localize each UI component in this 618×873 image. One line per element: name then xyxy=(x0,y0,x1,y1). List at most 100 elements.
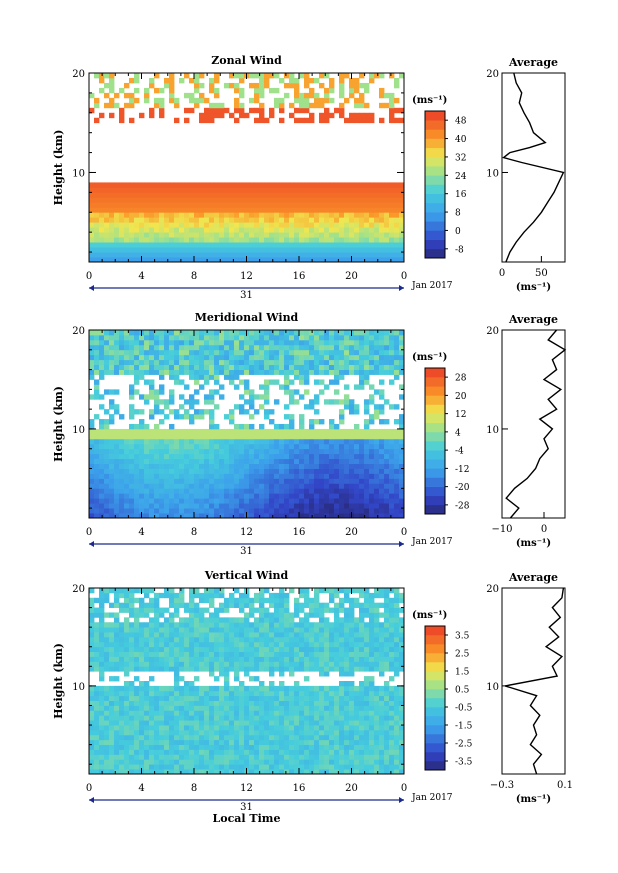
heatmap-cell xyxy=(289,349,295,356)
heatmap-cell xyxy=(139,182,145,188)
heatmap-cell xyxy=(344,247,350,253)
heatmap-cell xyxy=(214,222,220,228)
heatmap-cell xyxy=(194,77,200,84)
heatmap-cell xyxy=(144,394,150,400)
heatmap-cell xyxy=(214,453,220,460)
heatmap-cell xyxy=(134,433,140,440)
heatmap-cell xyxy=(324,513,330,519)
heatmap-cell xyxy=(184,627,190,633)
heatmap-cell xyxy=(164,330,170,336)
heatmap-cell xyxy=(214,202,220,208)
heatmap-cell xyxy=(114,710,120,716)
heatmap-cell xyxy=(164,428,170,435)
heatmap-cell xyxy=(99,617,105,623)
heatmap-cell xyxy=(284,744,290,750)
heatmap-cell xyxy=(399,513,405,519)
heatmap-cell xyxy=(314,503,320,509)
heatmap-cell xyxy=(214,749,220,755)
heatmap-cell xyxy=(194,676,200,682)
heatmap-cell xyxy=(119,493,125,499)
heatmap-cell xyxy=(294,438,300,445)
heatmap-cell xyxy=(159,257,165,263)
heatmap-cell xyxy=(204,364,210,370)
heatmap-cell xyxy=(354,458,360,464)
colorbar-band xyxy=(425,120,445,130)
heatmap-cell xyxy=(99,339,105,346)
heatmap-cell xyxy=(279,242,285,248)
heatmap-cell xyxy=(239,690,245,697)
heatmap-cell xyxy=(224,622,230,628)
heatmap-cell xyxy=(199,232,205,238)
heatmap-cell xyxy=(284,349,290,356)
heatmap-cell xyxy=(359,488,365,494)
heatmap-cell xyxy=(394,330,400,336)
heatmap-cell xyxy=(229,227,235,233)
heatmap-cell xyxy=(164,493,170,499)
heatmap-cell xyxy=(184,705,190,711)
heatmap-cell xyxy=(204,627,210,633)
heatmap-cell xyxy=(364,483,370,489)
heatmap-cell xyxy=(399,428,405,435)
heatmap-cell xyxy=(169,769,175,775)
heatmap-cell xyxy=(99,749,105,755)
heatmap-cell xyxy=(314,187,320,193)
heatmap-cell xyxy=(244,734,250,741)
heatmap-cell xyxy=(264,242,270,248)
heatmap-cell xyxy=(324,197,330,203)
heatmap-cell xyxy=(99,443,105,450)
heatmap-cell xyxy=(384,212,390,218)
heatmap-cell xyxy=(364,473,370,479)
heatmap-cell xyxy=(169,473,175,479)
heatmap-cell xyxy=(174,754,180,760)
heatmap-cell xyxy=(159,409,165,415)
heatmap-cell xyxy=(299,438,305,445)
heatmap-cell xyxy=(119,695,125,701)
heatmap-cell xyxy=(309,508,315,514)
heatmap-cell xyxy=(184,433,190,440)
heatmap-cell xyxy=(184,438,190,445)
heatmap-cell xyxy=(94,632,100,638)
heatmap-cell xyxy=(124,428,130,435)
heatmap-cell xyxy=(354,438,360,445)
heatmap-cell xyxy=(364,257,370,263)
heatmap-cell xyxy=(374,252,380,258)
heatmap-cell xyxy=(289,354,295,361)
heatmap-cell xyxy=(294,458,300,464)
heatmap-cell xyxy=(194,369,200,375)
heatmap-cell xyxy=(114,242,120,248)
heatmap-cell xyxy=(259,217,265,223)
heatmap-cell xyxy=(129,759,135,765)
heatmap-cell xyxy=(274,247,280,253)
heatmap-cell xyxy=(364,468,370,474)
heatmap-cell xyxy=(324,107,330,114)
heatmap-cell xyxy=(339,349,345,356)
heatmap-cell xyxy=(149,433,155,440)
heatmap-cell xyxy=(314,207,320,213)
heatmap-cell xyxy=(134,409,140,415)
heatmap-cell xyxy=(299,257,305,263)
heatmap-cell xyxy=(189,769,195,775)
heatmap-cell xyxy=(234,488,240,494)
heatmap-cell xyxy=(399,498,405,504)
heatmap-cell xyxy=(174,602,180,608)
heatmap-cell xyxy=(309,428,315,435)
heatmap-cell xyxy=(329,453,335,460)
heatmap-cell xyxy=(134,468,140,474)
heatmap-cell xyxy=(269,428,275,435)
heatmap-cell xyxy=(309,247,315,253)
heatmap-cell xyxy=(294,202,300,208)
heatmap-cell xyxy=(129,448,135,455)
heatmap-cell xyxy=(219,257,225,263)
heatmap-cell xyxy=(279,646,285,653)
heatmap-cell xyxy=(384,453,390,460)
heatmap-cell xyxy=(169,252,175,258)
heatmap-cell xyxy=(164,695,170,701)
heatmap-cell xyxy=(104,646,110,653)
heatmap-cell xyxy=(369,117,375,124)
heatmap-cell xyxy=(214,651,220,657)
heatmap-cell xyxy=(174,622,180,628)
heatmap-cell xyxy=(219,729,225,736)
heatmap-cell xyxy=(174,597,180,604)
heatmap-cell xyxy=(124,344,130,351)
